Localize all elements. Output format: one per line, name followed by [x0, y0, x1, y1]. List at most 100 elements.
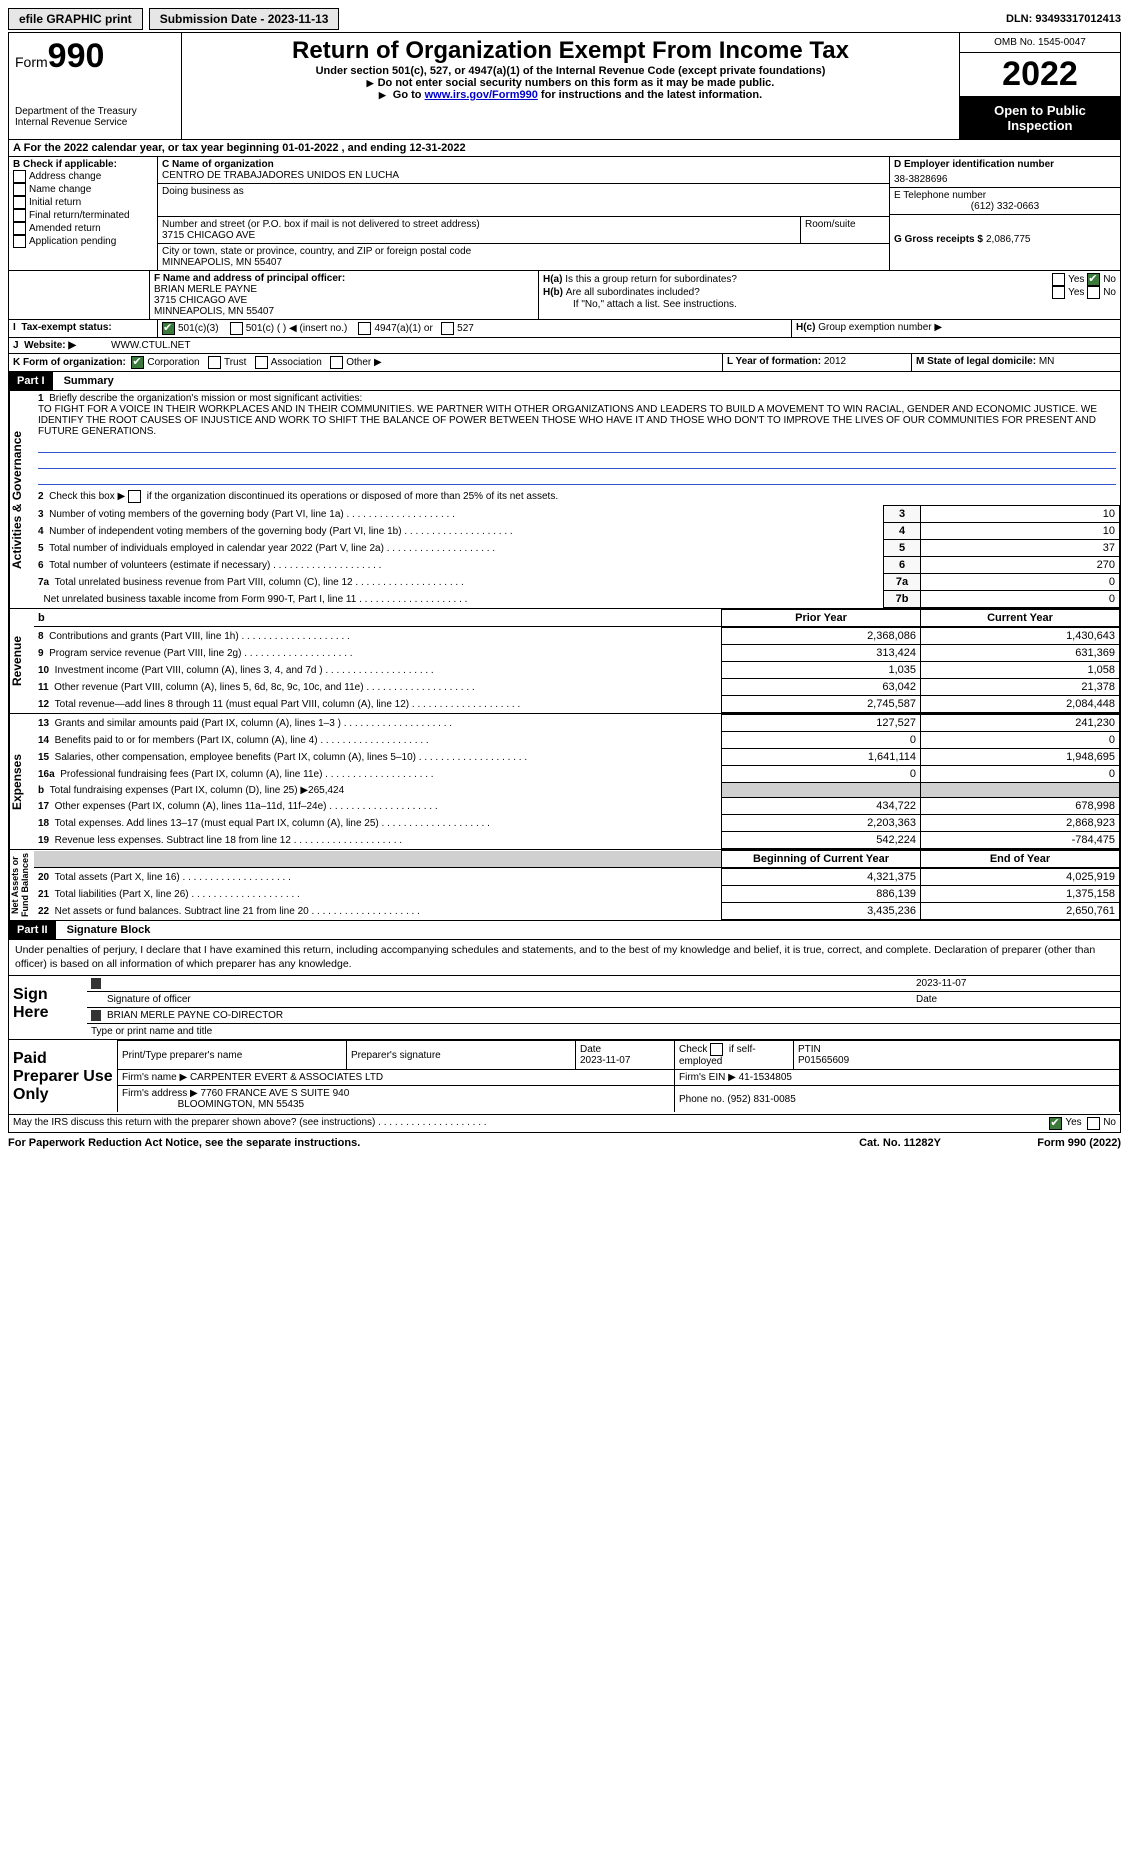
revenue-section: Revenue b Prior Year Current Year 8 Cont…: [9, 609, 1120, 714]
part2-badge: Part II: [9, 921, 56, 939]
chk-501c3[interactable]: [162, 322, 175, 335]
vert-label-rev: Revenue: [9, 609, 34, 713]
c-name-label: C Name of organization: [162, 159, 885, 170]
addr-value: 3715 CHICAGO AVE: [162, 230, 796, 241]
section-k: K Form of organization: Corporation Trus…: [9, 354, 723, 371]
chk-q2[interactable]: [128, 490, 141, 503]
section-f: F Name and address of principal officer:…: [150, 271, 539, 319]
vert-label-ag: Activities & Governance: [9, 391, 34, 608]
form-subtitle: Under section 501(c), 527, or 4947(a)(1)…: [188, 65, 953, 77]
discuss-no: No: [1103, 1117, 1116, 1130]
chk-final[interactable]: [13, 209, 26, 222]
chk-addr-change[interactable]: [13, 170, 26, 183]
chk-amended[interactable]: [13, 222, 26, 235]
firm-ein-label: Firm's EIN ▶: [679, 1072, 736, 1083]
table-row: 20 Total assets (Part X, line 16) 4,321,…: [34, 869, 1120, 886]
ha-no: No: [1103, 274, 1116, 285]
e-label: E Telephone number: [894, 190, 1116, 201]
i-options: 501(c)(3) 501(c) ( ) ◀ (insert no.) 4947…: [158, 320, 792, 337]
opt-initial: Initial return: [29, 197, 81, 208]
chk-name-change[interactable]: [13, 183, 26, 196]
table-row: 16a Professional fundraising fees (Part …: [34, 766, 1120, 783]
footer-yr: (2022): [1086, 1137, 1121, 1149]
preparer-table: Print/Type preparer's name Preparer's si…: [117, 1040, 1120, 1112]
m-label: M State of legal domicile:: [916, 356, 1036, 367]
dln-label: DLN: 93493317012413: [1006, 13, 1121, 25]
chk-527[interactable]: [441, 322, 454, 335]
part1-badge: Part I: [9, 372, 53, 390]
table-expenses: 13 Grants and similar amounts paid (Part…: [34, 714, 1120, 849]
j-label: J Website: ▶: [9, 338, 107, 353]
section-b-title: B Check if applicable:: [13, 159, 153, 170]
table-net-header: Beginning of Current Year End of Year: [34, 850, 1120, 868]
omb-number: OMB No. 1545-0047: [960, 33, 1120, 53]
efile-print-button[interactable]: efile GRAPHIC print: [8, 8, 143, 30]
table-row: 3 Number of voting members of the govern…: [34, 506, 1120, 523]
chk-initial[interactable]: [13, 196, 26, 209]
chk-self-emp[interactable]: [710, 1043, 723, 1056]
sig-date-label: Date: [916, 994, 1116, 1005]
table-row: 4 Number of independent voting members o…: [34, 523, 1120, 540]
part2-title: Signature Block: [67, 924, 151, 936]
city-value: MINNEAPOLIS, MN 55407: [162, 257, 885, 268]
table-row: 22 Net assets or fund balances. Subtract…: [34, 903, 1120, 920]
chk-discuss-yes[interactable]: [1049, 1117, 1062, 1130]
hdr-beg: Beginning of Current Year: [722, 851, 921, 868]
open-public: Open to Public Inspection: [960, 97, 1120, 139]
self-emp-cell: Check if self-employed: [675, 1041, 794, 1070]
vert-label-net: Net Assets orFund Balances: [9, 850, 34, 920]
opt-pending: Application pending: [29, 236, 116, 247]
chk-trust[interactable]: [208, 356, 221, 369]
ptin-label: PTIN: [798, 1044, 821, 1055]
footer-left: For Paperwork Reduction Act Notice, see …: [8, 1137, 859, 1149]
table-row: 8 Contributions and grants (Part VIII, l…: [34, 628, 1120, 645]
submission-date-button[interactable]: Submission Date - 2023-11-13: [149, 8, 340, 30]
opt-501c3: 501(c)(3): [178, 323, 219, 334]
net-assets-section: Net Assets orFund Balances Beginning of …: [9, 850, 1120, 921]
chk-other[interactable]: [330, 356, 343, 369]
chk-discuss-no[interactable]: [1087, 1117, 1100, 1130]
l-value: 2012: [824, 356, 846, 367]
opt-527: 527: [457, 323, 474, 334]
table-row: 5 Total number of individuals employed i…: [34, 540, 1120, 557]
l-label: L Year of formation:: [727, 356, 821, 367]
table-net: 20 Total assets (Part X, line 16) 4,321,…: [34, 868, 1120, 920]
section-klm: K Form of organization: Corporation Trus…: [9, 354, 1120, 372]
table-row: 19 Revenue less expenses. Subtract line …: [34, 832, 1120, 849]
opt-assoc: Association: [271, 357, 322, 368]
chk-pending[interactable]: [13, 235, 26, 248]
chk-ha-yes[interactable]: [1052, 273, 1065, 286]
chk-501c[interactable]: [230, 322, 243, 335]
page-footer: For Paperwork Reduction Act Notice, see …: [8, 1133, 1121, 1149]
section-h: H(a) Is this a group return for subordin…: [539, 271, 1120, 319]
q2-row: 2 Check this box ▶ if the organization d…: [34, 488, 1120, 505]
opt-trust: Trust: [224, 357, 246, 368]
irs-text: Internal Revenue Service: [15, 117, 175, 128]
prep-name-label: Print/Type preparer's name: [118, 1041, 347, 1070]
k-label: K Form of organization:: [13, 357, 126, 368]
chk-corp[interactable]: [131, 356, 144, 369]
chk-ha-no[interactable]: [1087, 273, 1100, 286]
table-row: 9 Program service revenue (Part VIII, li…: [34, 645, 1120, 662]
table-row: 12 Total revenue—add lines 8 through 11 …: [34, 696, 1120, 713]
prep-date-val: 2023-11-07: [580, 1055, 630, 1066]
chk-hb-no[interactable]: [1087, 286, 1100, 299]
officer-addr1: 3715 CHICAGO AVE: [154, 295, 534, 306]
sig-date-val: 2023-11-07: [916, 978, 1116, 989]
form-label: Form: [15, 54, 48, 70]
opt-other: Other ▶: [346, 357, 381, 368]
table-row: 17 Other expenses (Part IX, column (A), …: [34, 798, 1120, 815]
prep-phone-val: (952) 831-0085: [727, 1094, 795, 1105]
chk-assoc[interactable]: [255, 356, 268, 369]
activities-governance-section: Activities & Governance 1 Briefly descri…: [9, 391, 1120, 609]
table-row: 6 Total number of volunteers (estimate i…: [34, 557, 1120, 574]
blue-line: [38, 454, 1116, 469]
firm-name-label: Firm's name ▶: [122, 1072, 187, 1083]
chk-hb-yes[interactable]: [1052, 286, 1065, 299]
form-header: Form990 Department of the Treasury Inter…: [9, 33, 1120, 140]
irs-link[interactable]: www.irs.gov/Form990: [425, 89, 538, 101]
firm-ein-val: 41-1534805: [739, 1072, 792, 1083]
firm-name-val: CARPENTER EVERT & ASSOCIATES LTD: [190, 1072, 383, 1083]
q1-text: Briefly describe the organization's miss…: [49, 393, 362, 404]
chk-4947[interactable]: [358, 322, 371, 335]
